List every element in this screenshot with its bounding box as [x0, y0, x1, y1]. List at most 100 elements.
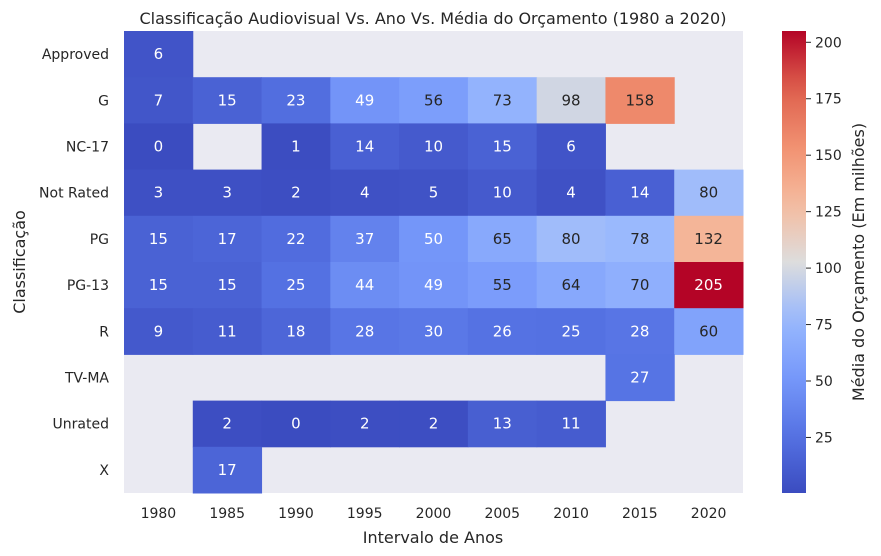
- cell-value-label: 11: [562, 415, 581, 433]
- cell-value-label: 56: [424, 91, 443, 109]
- heatmap-cell: [192, 215, 263, 263]
- cell-value-label: 6: [566, 138, 576, 156]
- colorbar-tick-label: 175: [815, 92, 842, 108]
- cell-value-label: 3: [222, 184, 232, 202]
- cell-value-label: 2: [291, 184, 301, 202]
- cell-value-label: 15: [149, 230, 168, 248]
- cell-value-label: 4: [566, 184, 576, 202]
- x-tick-label: 2000: [416, 506, 452, 522]
- cell-value-label: 65: [493, 230, 512, 248]
- cell-value-label: 25: [286, 276, 305, 294]
- colorbar-tick-label: 75: [815, 318, 833, 334]
- colorbar-tick-label: 25: [815, 430, 833, 446]
- chart-title: Classificação Audiovisual Vs. Ano Vs. Mé…: [140, 9, 727, 28]
- cell-value-label: 2: [360, 415, 370, 433]
- cell-value-label: 132: [694, 230, 723, 248]
- heatmap-cell: [467, 215, 538, 263]
- y-tick-label: X: [99, 463, 109, 479]
- cell-value-label: 15: [149, 276, 168, 294]
- heatmap-cell: [330, 77, 400, 124]
- heatmap-cell: [261, 169, 331, 217]
- colorbar-tick-label: 50: [815, 374, 833, 390]
- heatmap-cell: [261, 400, 331, 448]
- heatmap-cell: [605, 77, 675, 124]
- cell-value-label: 4: [360, 184, 370, 202]
- cell-value-label: 49: [424, 276, 443, 294]
- heatmap-cell: [399, 169, 469, 217]
- cell-value-label: 28: [630, 322, 649, 340]
- heatmap-cell: [124, 123, 194, 171]
- cell-value-label: 14: [355, 138, 374, 156]
- x-axis-label: Intervalo de Anos: [363, 528, 503, 547]
- heatmap-cell: [399, 215, 469, 263]
- y-axis-label: Classificação: [10, 210, 29, 314]
- y-tick-label: PG: [90, 232, 109, 248]
- x-tick-label: 1990: [278, 506, 314, 522]
- heatmap-cell: [192, 262, 263, 309]
- cell-value-label: 78: [630, 230, 649, 248]
- heatmap-cell: [124, 77, 194, 124]
- heatmap-cell: [467, 400, 538, 448]
- cell-value-label: 98: [562, 91, 581, 109]
- cell-value-label: 17: [218, 461, 237, 479]
- y-tick-label: Unrated: [53, 417, 109, 433]
- cell-value-label: 73: [493, 91, 512, 109]
- cell-value-label: 0: [154, 138, 164, 156]
- cell-value-label: 15: [218, 91, 237, 109]
- heatmap-cell: [674, 308, 744, 355]
- y-tick-label: PG-13: [67, 278, 109, 294]
- heatmap-cell: [261, 262, 331, 309]
- heatmap-cell: [467, 169, 538, 217]
- cell-value-label: 11: [218, 322, 237, 340]
- cell-value-label: 50: [424, 230, 443, 248]
- heatmap-cell: [399, 123, 469, 171]
- colorbar-tick-label: 100: [815, 261, 842, 277]
- heatmap-cell: [467, 77, 538, 124]
- heatmap-cell: [467, 308, 538, 355]
- cell-value-label: 18: [286, 322, 305, 340]
- heatmap-cell: [192, 446, 263, 494]
- heatmap-cell: [399, 400, 469, 448]
- cell-value-label: 205: [694, 276, 723, 294]
- y-tick-label: Approved: [42, 47, 109, 63]
- cell-value-label: 22: [286, 230, 305, 248]
- cell-value-label: 64: [562, 276, 581, 294]
- cell-value-label: 17: [218, 230, 237, 248]
- cell-value-label: 80: [699, 184, 718, 202]
- heatmap-cell: [536, 169, 606, 217]
- y-tick-labels: Approved G NC-17 Not Rated PG PG-13 R TV-MA Unra…: [39, 47, 109, 479]
- cell-value-label: 55: [493, 276, 512, 294]
- heatmap-cell: [261, 215, 331, 263]
- cell-value-label: 30: [424, 322, 443, 340]
- heatmap-cell: [399, 77, 469, 124]
- heatmap-cell: [124, 169, 194, 217]
- x-tick-label: 1980: [141, 506, 177, 522]
- heatmap-cell: [674, 169, 744, 217]
- heatmap-cell: [536, 400, 606, 448]
- x-tick-label: 2010: [553, 506, 589, 522]
- heatmap-cell: [192, 169, 263, 217]
- colorbar-label: Média do Orçamento (Em milhões): [849, 123, 868, 401]
- y-tick-label: R: [99, 324, 109, 340]
- heatmap-cell: [261, 123, 331, 171]
- heatmap-cell: [124, 215, 194, 263]
- x-tick-label: 2015: [622, 506, 658, 522]
- heatmap-cell: [536, 308, 606, 355]
- heatmap-cell: [536, 262, 606, 309]
- y-tick-label: G: [98, 93, 109, 109]
- cell-value-label: 14: [630, 184, 649, 202]
- heatmap-cell: [605, 262, 675, 309]
- cell-value-label: 27: [630, 369, 649, 387]
- colorbar: [782, 31, 806, 493]
- heatmap-cell: [330, 400, 400, 448]
- heatmap-cell: [261, 77, 331, 124]
- cell-value-label: 13: [493, 415, 512, 433]
- heatmap-cell: [192, 400, 263, 448]
- heatmap-cells: [124, 31, 744, 494]
- cell-value-label: 15: [218, 276, 237, 294]
- x-tick-label: 1995: [347, 506, 383, 522]
- cell-value-label: 3: [154, 184, 164, 202]
- colorbar-tick-label: 150: [815, 148, 842, 164]
- heatmap-cell: [192, 308, 263, 355]
- heatmap-cell: [674, 262, 744, 309]
